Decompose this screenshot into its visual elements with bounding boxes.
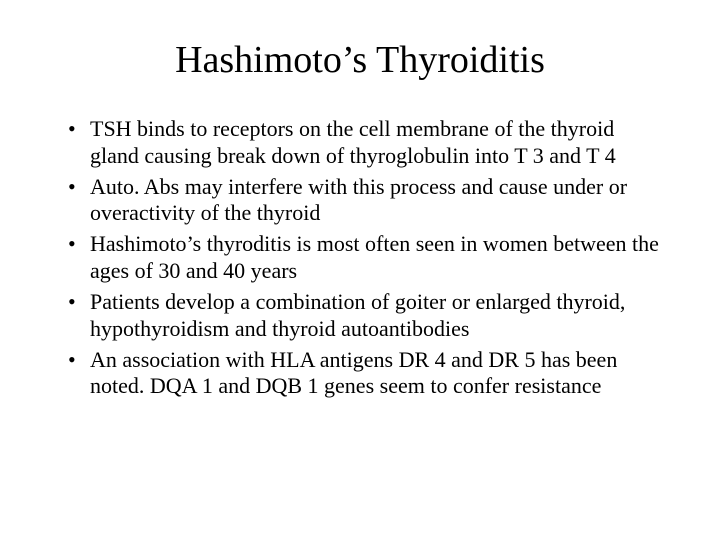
bullet-item: Hashimoto’s thyroditis is most often see…	[68, 231, 660, 285]
slide-title: Hashimoto’s Thyroiditis	[60, 38, 660, 82]
bullet-item: An association with HLA antigens DR 4 an…	[68, 347, 660, 401]
bullet-list: TSH binds to receptors on the cell membr…	[68, 116, 660, 400]
bullet-item: Auto. Abs may interfere with this proces…	[68, 174, 660, 228]
slide: Hashimoto’s Thyroiditis TSH binds to rec…	[0, 0, 720, 540]
bullet-item: TSH binds to receptors on the cell membr…	[68, 116, 660, 170]
bullet-item: Patients develop a combination of goiter…	[68, 289, 660, 343]
